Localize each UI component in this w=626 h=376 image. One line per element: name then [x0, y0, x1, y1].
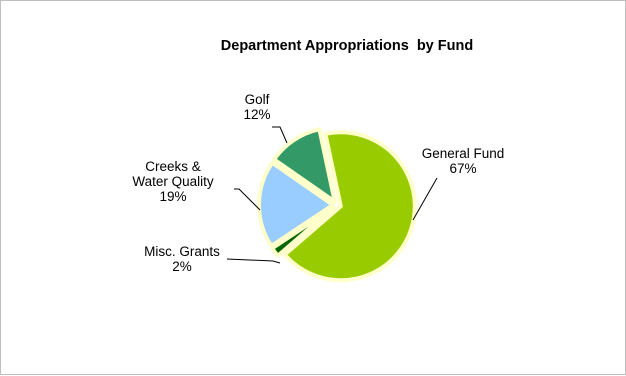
slice-value-label: 67% [449, 161, 476, 176]
slice-value-label: 12% [243, 107, 270, 122]
slice-category-label: Water Quality [132, 174, 214, 189]
leader-line [234, 188, 261, 211]
pie-slice-creeks-water-quality [257, 160, 335, 248]
leader-line [226, 258, 281, 264]
leader-lines [226, 126, 438, 264]
slice-category-label: Misc. Grants [144, 244, 220, 259]
slice-label: Misc. Grants 2% [144, 244, 220, 274]
slice-label: Creeks & Water Quality 19% [132, 159, 214, 204]
slice-value-label: 2% [172, 259, 192, 274]
slice-value-label: 19% [159, 189, 186, 204]
slice-label: Golf 12% [243, 92, 270, 122]
slice-label: General Fund 67% [422, 146, 505, 176]
pie-slice-misc-grants [270, 205, 336, 258]
slice-category-label: General Fund [422, 146, 505, 161]
slice-category-label: Creeks & [145, 159, 201, 174]
slices-layer [257, 127, 417, 283]
leader-line [272, 126, 288, 144]
slice-category-label: Golf [245, 92, 270, 107]
chart-title: Department Appropriations by Fund [221, 38, 473, 54]
leader-line [412, 177, 438, 221]
slice-labels: General Fund 67% Misc. Grants 2% Creeks & Wat… [132, 92, 504, 274]
pie-slice-golf [272, 127, 337, 204]
pie-slice-general-fund [282, 130, 417, 283]
